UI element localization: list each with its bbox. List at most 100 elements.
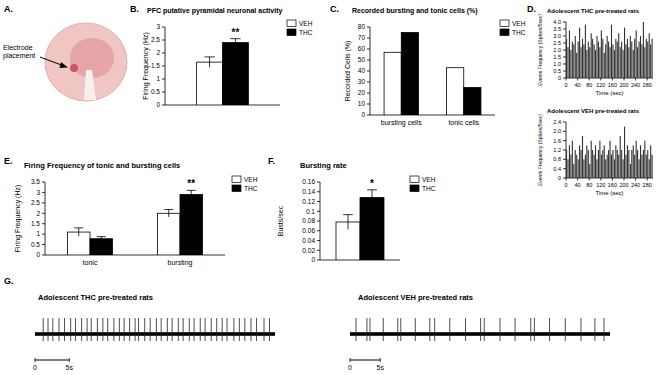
error-line	[168, 210, 169, 218]
scale-tick	[35, 358, 36, 362]
plot-area	[566, 127, 653, 178]
legend-label: VEH	[299, 20, 313, 27]
hist-bar	[596, 36, 597, 78]
spike	[97, 318, 98, 341]
hist-bar	[625, 44, 626, 78]
y-axis-label: Recorded Cells (%)	[344, 41, 352, 102]
y-tick	[317, 250, 320, 251]
x-tick	[566, 178, 567, 181]
bar	[90, 239, 113, 255]
y-tick-label: 0.08	[302, 217, 315, 224]
legend-swatch	[500, 20, 509, 27]
error-cap	[187, 190, 196, 191]
hist-bar	[611, 25, 612, 78]
histogram: Adolescent VEH pre-treated ratsEvents Fr…	[537, 108, 653, 196]
y-tick-label: 70	[358, 34, 366, 41]
y-tick	[563, 57, 566, 58]
spike	[144, 318, 145, 341]
y-tick-label: 0.06	[302, 227, 315, 234]
error-cap	[164, 209, 173, 210]
hist-bar	[618, 155, 619, 178]
scale-bar	[350, 360, 380, 361]
y-tick-label: 0.8	[553, 156, 561, 162]
x-tick-label: 0	[564, 182, 567, 188]
spike	[183, 318, 184, 341]
y-tick-label: 2	[36, 210, 40, 217]
panel-label: D.	[527, 4, 536, 14]
hist-bar	[639, 159, 640, 178]
y-tick	[42, 255, 45, 256]
x-tick-label: 40	[575, 182, 581, 188]
spike	[211, 318, 212, 341]
x-tick	[624, 78, 625, 81]
spike	[251, 318, 252, 341]
spike	[565, 318, 566, 341]
hist-bar	[592, 39, 593, 78]
spike	[135, 318, 136, 341]
x-tick	[624, 178, 625, 181]
spike	[549, 318, 550, 341]
panel-label: G.	[4, 276, 14, 286]
scale-label: 5s	[66, 364, 74, 371]
hist-bar	[592, 150, 593, 178]
y-tick-label: 2.0	[553, 128, 561, 134]
x-tick-label: 40	[575, 82, 581, 88]
plot-area	[43, 318, 269, 341]
y-tick	[367, 71, 370, 72]
plot-area	[566, 22, 653, 78]
hist-bar	[628, 150, 629, 178]
spike	[480, 318, 481, 341]
y-tick	[42, 192, 45, 193]
category-label: tonic	[83, 259, 98, 266]
y-tick	[563, 78, 566, 79]
error-cap	[204, 56, 214, 57]
plot-area	[356, 318, 604, 341]
y-tick-label: 0.16	[302, 178, 315, 185]
title: Adolescent THC pre-treated rats	[547, 8, 640, 14]
y-tick-label: 60	[358, 45, 366, 52]
spike	[400, 318, 401, 341]
hist-bar	[628, 47, 629, 78]
y-tick-label: 0	[36, 251, 40, 258]
y-tick-label: 2	[156, 49, 160, 56]
hist-bar	[627, 145, 628, 178]
spike	[43, 318, 44, 341]
y-tick-label: 2.0	[553, 47, 561, 53]
hist-bar	[566, 39, 567, 78]
hist-bar	[631, 42, 632, 78]
y-tick-label: 3	[156, 23, 160, 30]
hist-bar	[643, 22, 644, 78]
hist-bar	[607, 155, 608, 178]
hist-bar	[641, 155, 642, 178]
spike	[75, 318, 76, 341]
hist-bar	[646, 39, 647, 78]
x-tick	[600, 78, 601, 81]
y-axis-label: Firing Frequency (Hz)	[14, 185, 22, 253]
spike	[107, 318, 108, 341]
y-tick	[317, 201, 320, 202]
error-bar	[367, 190, 377, 206]
hist-bar	[572, 141, 573, 178]
hist-bar	[627, 39, 628, 78]
title: Firing Frequency of tonic and bursting c…	[24, 161, 180, 170]
hist-bar	[588, 150, 589, 178]
title: Recorded bursting and tonic cells (%)	[352, 7, 478, 15]
hist-bar	[601, 155, 602, 178]
hist-bar	[644, 47, 645, 78]
y-tick-label: 0.4	[553, 166, 561, 172]
hist-bar	[594, 155, 595, 178]
scale-label: 0	[348, 364, 352, 371]
spike-trace: Adolescent VEH pre-treated rats05s	[348, 293, 610, 371]
figure: A.ElectrodeplacementB.PFC putative pyram…	[0, 0, 660, 375]
spike	[59, 318, 60, 341]
hist-bar	[612, 44, 613, 78]
bar	[401, 33, 418, 116]
hist-bar	[650, 145, 651, 178]
hist-bar	[614, 50, 615, 78]
hist-bar	[634, 155, 635, 178]
spike	[227, 318, 228, 341]
error-bar	[343, 215, 353, 230]
significance: *	[370, 178, 374, 189]
spike	[64, 318, 65, 341]
spike	[48, 318, 49, 341]
